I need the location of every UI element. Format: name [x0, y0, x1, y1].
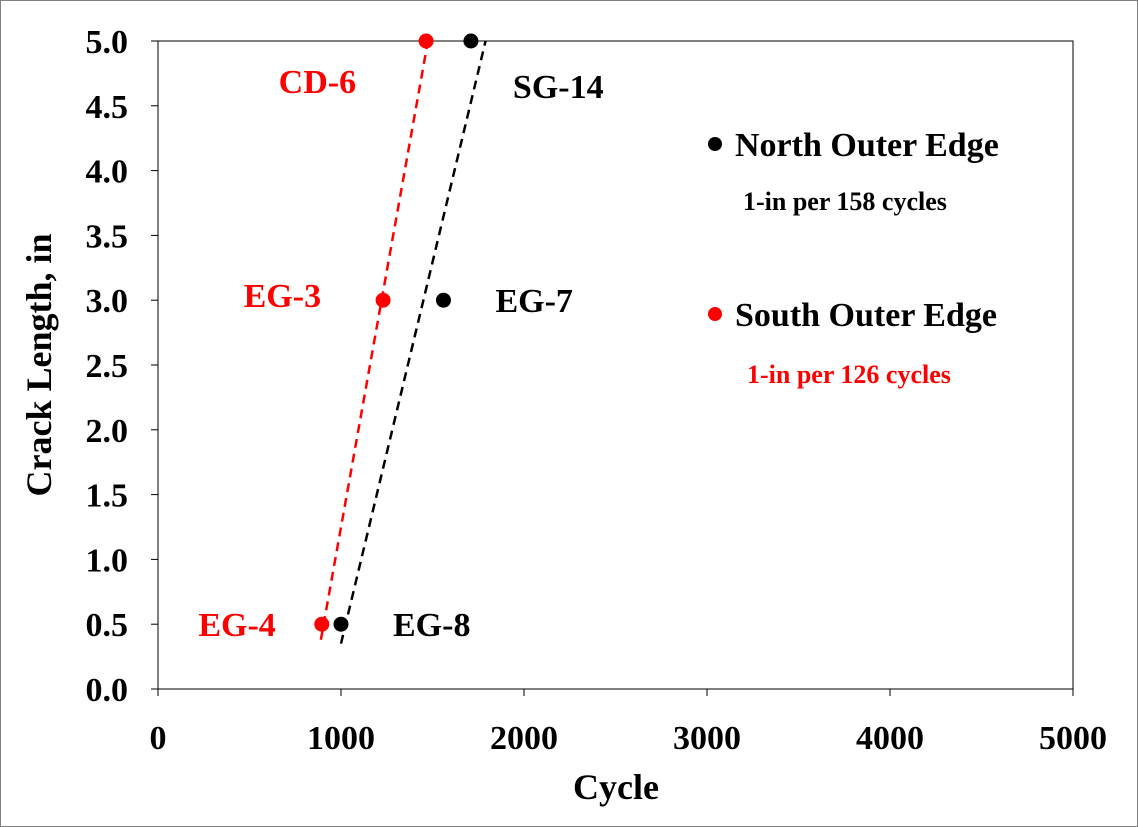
legend: North Outer Edge 1-in per 158 cycles Sou… [708, 127, 999, 389]
y-tick-label: 0.5 [86, 607, 129, 644]
x-tick-label: 2000 [490, 720, 558, 757]
data-point-eg-8 [333, 616, 349, 632]
legend-label-north: North Outer Edge [735, 127, 999, 164]
legend-label-south: South Outer Edge [735, 297, 997, 334]
legend-rate-north: 1-in per 158 cycles [743, 187, 947, 216]
x-axis-title: Cycle [573, 767, 659, 807]
data-point-eg-3 [375, 292, 391, 308]
point-label-eg-7: EG-7 [495, 283, 572, 320]
y-tick-label: 0.0 [86, 672, 129, 709]
point-label-cd-6: CD-6 [279, 64, 356, 101]
x-tick-label: 1000 [307, 720, 375, 757]
x-tick-label: 4000 [856, 720, 924, 757]
data-point-sg-14 [463, 33, 479, 49]
ticks-layer: 0 1000 2000 3000 4000 5000 0.0 0.5 1.0 1.5 2.0 2.5 3… [86, 24, 1108, 757]
y-tick-label: 3.5 [86, 218, 129, 255]
trendline-series-1 [319, 40, 430, 640]
point-label-eg-4: EG-4 [198, 607, 275, 644]
y-tick-label: 5.0 [86, 24, 129, 61]
trend-layer [319, 40, 487, 644]
data-point-cd-6 [418, 33, 434, 49]
point-label-sg-14: SG-14 [513, 69, 604, 106]
legend-marker-south [708, 307, 722, 321]
legend-marker-north [708, 137, 722, 151]
points-layer [314, 33, 479, 632]
y-tick-label: 4.5 [86, 89, 129, 126]
legend-rate-south: 1-in per 126 cycles [747, 360, 951, 389]
x-tick-label: 5000 [1039, 720, 1107, 757]
trendline-series-0 [339, 40, 487, 644]
x-tick-label: 3000 [673, 720, 741, 757]
data-point-eg-4 [314, 616, 330, 632]
labels-layer: EG-8 EG-7 SG-14 EG-4 EG-3 CD-6 [198, 64, 603, 644]
y-tick-label: 4.0 [86, 154, 129, 191]
y-tick-label: 2.5 [86, 348, 129, 385]
plot-area [157, 40, 1074, 690]
point-label-eg-3: EG-3 [244, 278, 321, 315]
y-axis-title: Crack Length, in [19, 233, 59, 496]
y-tick-label: 1.0 [86, 542, 129, 579]
data-point-eg-7 [435, 292, 451, 308]
x-tick-label: 0 [150, 720, 167, 757]
y-tick-label: 3.0 [86, 283, 129, 320]
point-label-eg-8: EG-8 [393, 607, 470, 644]
y-tick-label: 2.0 [86, 413, 129, 450]
y-tick-label: 1.5 [86, 478, 129, 515]
